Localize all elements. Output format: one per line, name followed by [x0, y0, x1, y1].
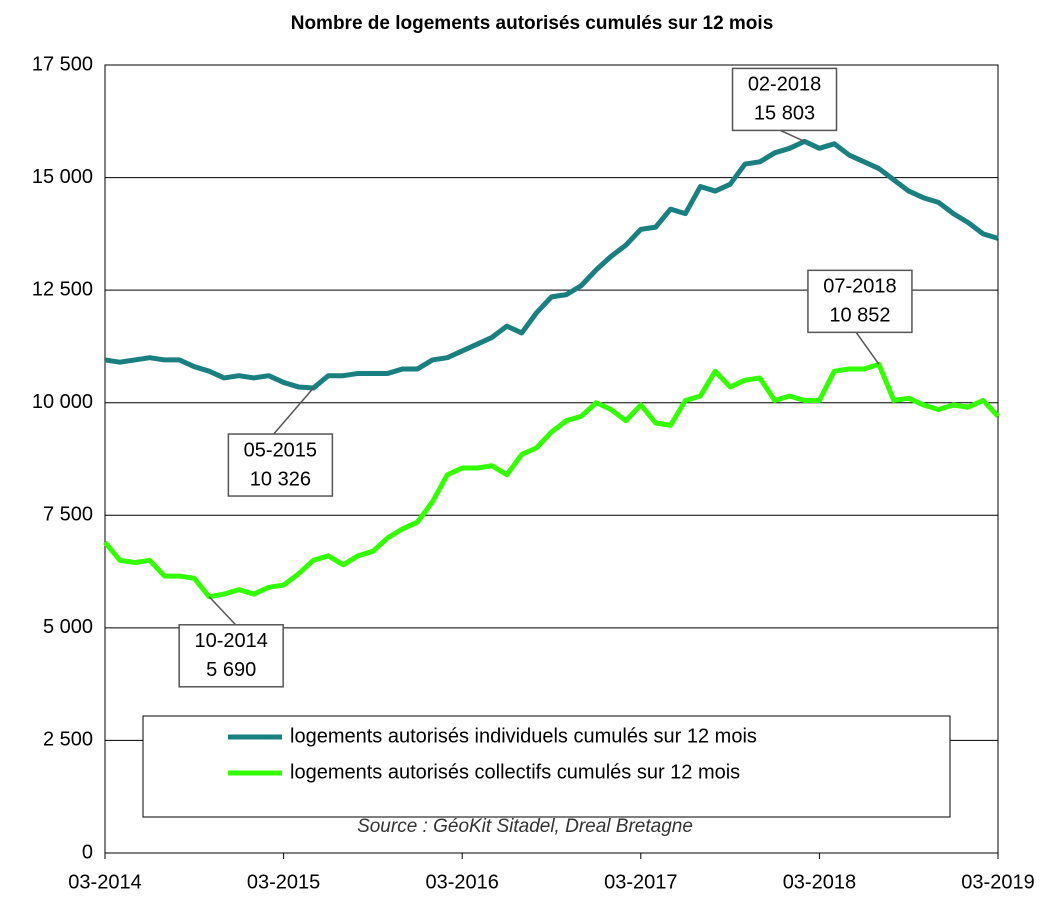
- annotation-box: [178, 624, 284, 688]
- series-line: [103, 361, 1000, 600]
- y-tick-label: 5 000: [43, 616, 93, 638]
- x-tick-label: 03-2019: [961, 871, 1034, 893]
- series-line: [104, 138, 999, 391]
- x-tick-label: 03-2018: [783, 871, 856, 893]
- x-tick-label: 03-2015: [247, 871, 320, 893]
- legend-label: logements autorisés individuels cumulés …: [290, 725, 757, 747]
- annotation-box: [227, 433, 334, 497]
- annotation-pointer: [273, 387, 314, 435]
- y-tick-label: 10 000: [32, 391, 93, 413]
- y-tick-label: 12 500: [32, 278, 93, 300]
- annotation-date: 07-2018: [823, 276, 896, 298]
- annotation-label: 15 803: [754, 103, 815, 125]
- legend-label: logements autorisés collectifs cumulés s…: [290, 761, 740, 783]
- plot-border: [104, 64, 999, 854]
- annotation-pointer: [780, 129, 805, 143]
- source-note: Source : GéoKit Sitadel, Dreal Bretagne: [357, 816, 693, 837]
- legend-box: [142, 715, 951, 818]
- x-tick-label: 03-2014: [68, 871, 141, 893]
- annotation-box: [731, 67, 838, 132]
- y-tick-label: 15 000: [32, 166, 93, 188]
- annotation-label: 10 326: [250, 468, 311, 490]
- y-tick-label: 7 500: [43, 504, 93, 526]
- annotation-date: 05-2015: [244, 439, 317, 461]
- y-tick-label: 2 500: [43, 729, 93, 751]
- x-tick-label: 03-2016: [425, 871, 498, 893]
- x-tick-label: 03-2017: [604, 871, 677, 893]
- annotation-label: 10 852: [829, 305, 890, 327]
- annotation-label: 5 690: [206, 659, 256, 681]
- annotation-date: 02-2018: [748, 74, 821, 96]
- annotation-pointer: [208, 596, 237, 626]
- annotation-box: [807, 269, 913, 334]
- annotation-pointer: [855, 331, 880, 365]
- y-tick-label: 0: [82, 841, 93, 863]
- chart-title: Nombre de logements autorisés cumulés su…: [291, 13, 774, 34]
- y-tick-label: 17 500: [32, 53, 93, 75]
- annotation-date: 10-2014: [194, 630, 267, 652]
